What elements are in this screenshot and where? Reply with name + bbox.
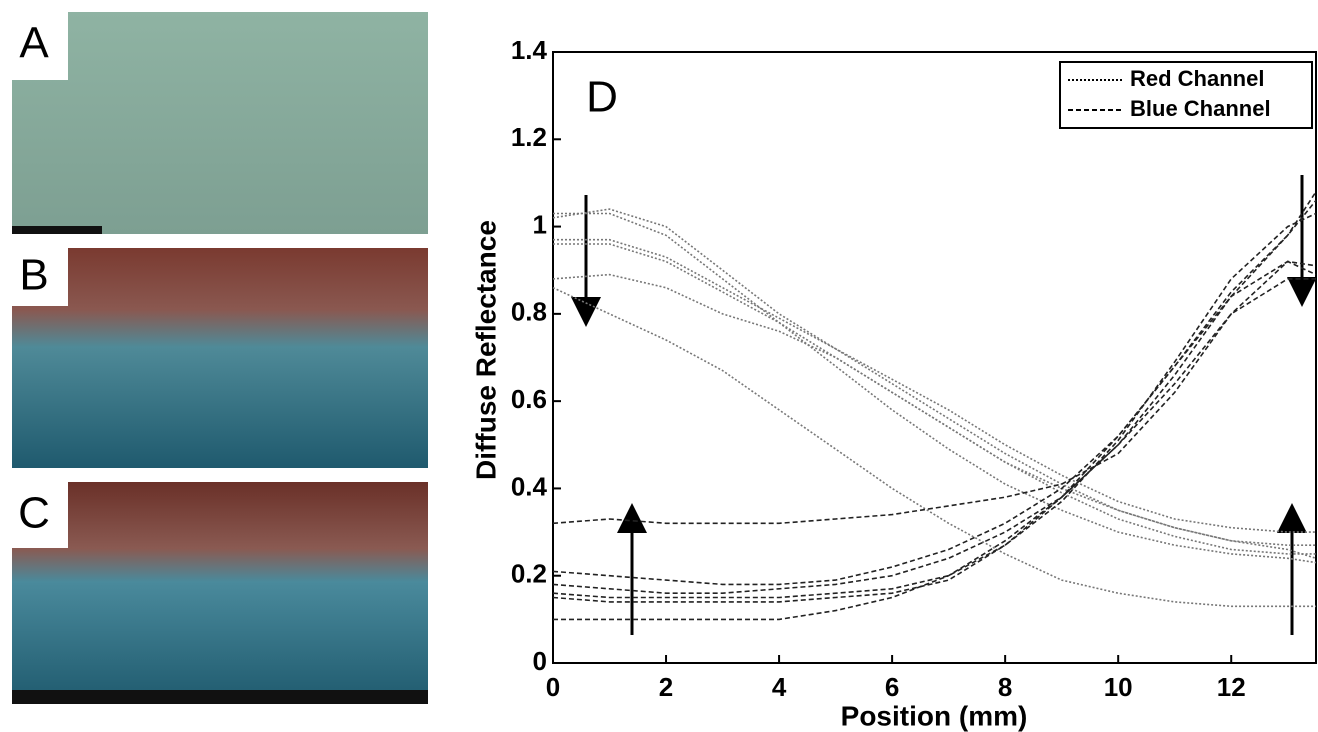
y-tick-label: 0.8 (511, 297, 547, 327)
y-axis-label: Diffuse Reflectance (470, 220, 501, 480)
y-tick-label: 0.2 (511, 559, 547, 589)
panel-label: D (586, 73, 618, 122)
photo-b (12, 248, 428, 468)
label-box (0, 0, 68, 80)
line (553, 278, 1316, 621)
line (552, 286, 1316, 608)
panel-label: B (19, 251, 48, 300)
x-tick-label: 10 (1104, 672, 1133, 702)
x-tick-label: 2 (659, 672, 673, 702)
x-tick-label: 0 (546, 672, 560, 702)
line (552, 208, 1317, 560)
photo-edge (12, 226, 102, 234)
y-tick-label: 1.4 (511, 35, 548, 65)
line (552, 199, 1317, 586)
x-axis-label: Position (mm) (841, 700, 1028, 731)
photo-a (12, 12, 428, 234)
line (552, 212, 1317, 599)
x-tick-label: 6 (885, 672, 899, 702)
legend-label: Blue Channel (1130, 96, 1271, 121)
photo-c (12, 482, 428, 704)
legend: Red Channel Blue Channel (1059, 61, 1313, 129)
legend-label: Red Channel (1130, 66, 1264, 91)
label-box (0, 236, 68, 306)
x-tick-label: 8 (998, 672, 1012, 702)
label-box (0, 470, 68, 548)
line (552, 273, 1316, 555)
line (553, 243, 1316, 546)
legend-box (1059, 61, 1313, 129)
y-tick-label: 1 (533, 209, 547, 239)
line (552, 191, 1317, 594)
line (553, 212, 1317, 564)
line (552, 260, 1317, 525)
panel-label: A (19, 19, 49, 68)
line (553, 238, 1316, 533)
y-tick-label: 0.6 (511, 384, 547, 414)
y-tick-label: 1.2 (511, 122, 547, 152)
y-tick-label: 0 (533, 646, 547, 676)
panel-label: C (18, 489, 50, 538)
x-tick-label: 4 (772, 672, 787, 702)
line (552, 260, 1317, 603)
arrows (571, 175, 1317, 635)
y-tick-label: 0.4 (511, 471, 548, 501)
photo-edge (12, 690, 428, 704)
plot-frame (552, 51, 1317, 664)
x-tick-label: 12 (1217, 672, 1246, 702)
